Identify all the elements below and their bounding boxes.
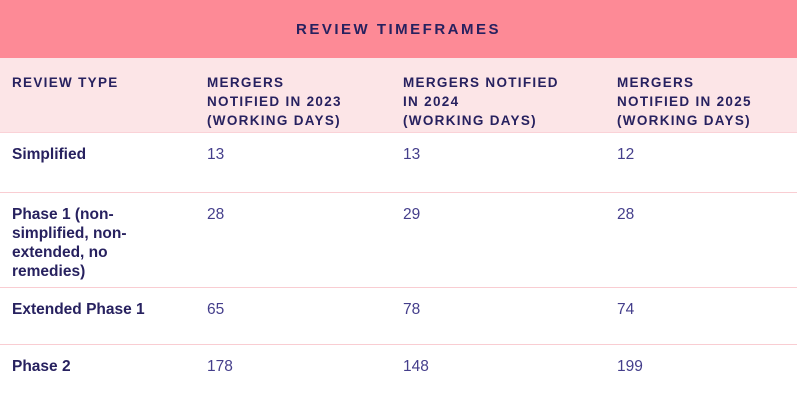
cell-value: 65: [207, 301, 225, 318]
table-title-banner: REVIEW TIMEFRAMES: [0, 0, 797, 58]
cell-value: 74: [617, 301, 635, 318]
cell-value: 178: [207, 358, 233, 375]
col-header-mergers-2025: MERGERS NOTIFIED IN 2025 (WORKING DAYS): [617, 75, 752, 128]
cell-value: 13: [403, 146, 421, 163]
row-label: Extended Phase 1: [12, 301, 145, 318]
table-row-phase2: Phase 2 178 148 199: [0, 345, 797, 407]
table-row-simplified: Simplified 13 13 12: [0, 133, 797, 193]
cell-value: 28: [617, 206, 635, 223]
table-row-phase1: Phase 1 (non-simplified, non-extended, n…: [0, 193, 797, 288]
cell-value: 199: [617, 358, 643, 375]
col-header-mergers-2024: MERGERS NOTIFIED IN 2024 (WORKING DAYS): [403, 75, 559, 128]
row-label: Simplified: [12, 146, 87, 163]
cell-value: 12: [617, 146, 635, 163]
cell-value: 13: [207, 146, 225, 163]
cell-value: 29: [403, 206, 421, 223]
cell-value: 78: [403, 301, 421, 318]
cell-value: 148: [403, 358, 429, 375]
table-title: REVIEW TIMEFRAMES: [295, 20, 501, 38]
table-row-extended-phase1: Extended Phase 1 65 78 74: [0, 288, 797, 345]
row-label: Phase 1 (non-simplified, non-extended, n…: [12, 206, 127, 280]
table-header-row: REVIEW TYPE MERGERS NOTIFIED IN 2023 (WO…: [0, 58, 797, 133]
row-label: Phase 2: [12, 358, 71, 375]
col-header-review-type: REVIEW TYPE: [12, 75, 119, 90]
col-header-mergers-2023: MERGERS NOTIFIED IN 2023 (WORKING DAYS): [207, 75, 342, 128]
cell-value: 28: [207, 206, 225, 223]
